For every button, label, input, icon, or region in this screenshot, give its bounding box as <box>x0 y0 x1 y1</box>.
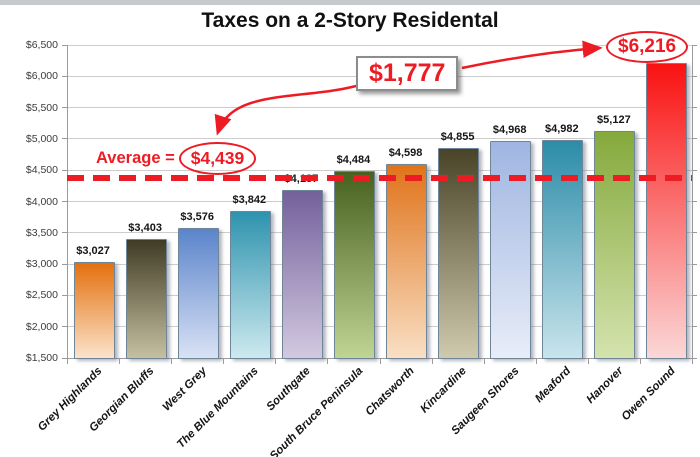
bar-value-label: $3,403 <box>128 221 162 234</box>
y-axis-tick-label: $6,500 <box>25 39 58 51</box>
y-axis-tick <box>62 201 67 202</box>
bar-grey-highlands <box>73 262 115 359</box>
x-axis-tick <box>587 359 589 364</box>
window-top-strip <box>0 0 700 5</box>
bar-south-bruce-peninsula <box>333 171 375 359</box>
y-axis-tick <box>62 107 67 109</box>
y-axis-tick-right <box>692 357 697 359</box>
y-axis-tick-label: $1,500 <box>25 352 58 364</box>
y-axis-tick-label: $4,000 <box>25 195 58 208</box>
gridline <box>68 138 692 140</box>
x-axis-tick <box>535 359 537 364</box>
y-axis-tick <box>62 263 67 265</box>
y-axis-line <box>67 45 68 358</box>
y-axis-tick <box>62 357 67 359</box>
y-axis-tick-label: $2,500 <box>25 289 58 302</box>
bar-value-label: $3,842 <box>232 194 267 207</box>
max-value-ellipse: $6,216 <box>606 31 689 63</box>
x-axis-tick <box>639 359 641 364</box>
gridline <box>68 169 692 171</box>
y-axis-tick <box>62 44 67 46</box>
gridline <box>68 232 692 234</box>
x-axis-tick <box>119 359 121 364</box>
bar-value-label: $4,598 <box>388 147 423 160</box>
x-axis-tick <box>379 359 381 364</box>
x-axis-line <box>67 358 693 359</box>
y-axis-tick-right <box>692 326 697 328</box>
y-axis-tick-label: $6,000 <box>25 70 58 83</box>
y-axis-tick-label: $3,000 <box>25 258 58 271</box>
y-axis-tick-right <box>692 169 697 171</box>
x-axis-tick <box>223 359 225 364</box>
y-axis-tick <box>62 138 67 140</box>
y-axis-tick-label: $2,000 <box>25 320 58 333</box>
y-axis-tick <box>62 169 67 171</box>
bar-the-blue-mountains <box>229 211 271 359</box>
y-axis-tick-right <box>692 263 697 265</box>
x-axis-tick <box>171 359 173 364</box>
y-axis-tick-right <box>692 44 697 46</box>
x-axis-label-owen-sound: Owen Sound <box>619 365 678 424</box>
x-axis-tick <box>483 359 485 364</box>
x-axis-tick <box>275 359 277 364</box>
gridline <box>68 326 692 328</box>
y-axis-tick-label: $3,500 <box>25 226 58 239</box>
bar-georgian-bluffs <box>125 238 167 359</box>
y-axis-tick-right <box>692 138 697 140</box>
average-value-ellipse: $4,439 <box>178 142 257 175</box>
x-axis-label-hanover: Hanover <box>584 365 626 407</box>
y-axis-tick <box>62 294 67 296</box>
gridline <box>68 107 692 109</box>
y-axis-tick-label: $5,500 <box>25 101 58 114</box>
difference-callout: $1,777 <box>356 56 459 91</box>
average-annotation: Average = $4,439 <box>96 142 257 175</box>
bar-chatsworth <box>386 164 428 359</box>
x-axis-label-west-grey: West Grey <box>160 365 209 414</box>
y-axis-line-right <box>692 45 693 358</box>
bar-owen-sound <box>646 62 688 359</box>
y-axis-tick-right <box>692 75 697 77</box>
x-axis-label-chatsworth: Chatsworth <box>363 365 418 419</box>
chart-title: Taxes on a 2-Story Residental <box>201 9 499 32</box>
x-axis-label-southgate: Southgate <box>264 365 313 414</box>
bar-meaford <box>542 140 584 359</box>
y-axis-tick-right <box>692 107 697 109</box>
bar-value-label: $4,187 <box>284 172 319 185</box>
x-axis-label-meaford: Meaford <box>533 365 574 406</box>
y-axis-tick <box>62 232 67 234</box>
gridline <box>68 44 692 46</box>
y-axis-tick <box>62 75 67 77</box>
y-axis-tick <box>62 326 67 328</box>
y-axis-tick-right <box>692 201 697 202</box>
y-axis-tick-label: $5,000 <box>25 132 58 145</box>
bar-value-label: $4,982 <box>544 123 579 136</box>
x-axis-tick <box>67 359 68 364</box>
gridline <box>68 294 692 296</box>
y-axis-tick-right <box>692 232 697 234</box>
bar-kincardine <box>438 147 480 359</box>
bar-west-grey <box>177 228 219 359</box>
bar-value-label: $3,576 <box>180 211 215 224</box>
bar-value-label: $4,855 <box>440 130 475 143</box>
y-axis-tick-right <box>692 294 697 296</box>
bar-hanover <box>594 130 636 359</box>
gridline <box>68 201 692 202</box>
x-axis-tick <box>431 359 433 364</box>
bar-value-label: $5,127 <box>597 113 631 126</box>
y-axis-tick-label: $4,500 <box>25 164 58 177</box>
bar-value-label: $3,027 <box>76 245 110 258</box>
arrow-to-average <box>214 84 357 136</box>
arrow-to-max <box>461 40 603 70</box>
bar-value-label: $4,484 <box>336 154 371 167</box>
bar-saugeen-shores <box>490 140 532 359</box>
bar-southgate <box>281 189 323 359</box>
average-label: Average = <box>96 149 175 167</box>
x-axis-label-kincardine: Kincardine <box>418 365 470 416</box>
bar-value-label: $4,968 <box>492 123 527 136</box>
x-axis-label-south-bruce-peninsula: South Bruce Peninsula <box>267 365 365 457</box>
x-axis-tick <box>692 359 693 364</box>
gridline <box>68 263 692 265</box>
x-axis-tick <box>327 359 329 364</box>
